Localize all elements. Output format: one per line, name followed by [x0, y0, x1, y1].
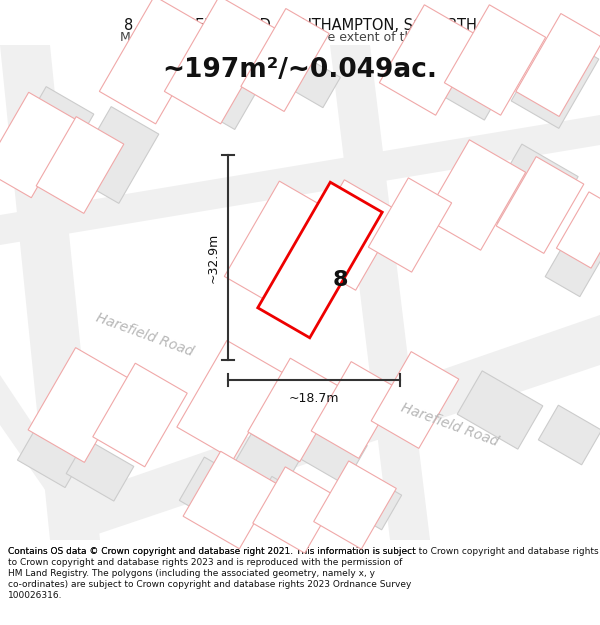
Polygon shape	[241, 9, 329, 111]
Text: Harefield Road: Harefield Road	[94, 311, 196, 359]
Polygon shape	[457, 371, 543, 449]
Text: ~18.7m: ~18.7m	[289, 391, 339, 404]
Polygon shape	[248, 358, 342, 462]
Polygon shape	[177, 341, 283, 459]
Text: 8, HAREFIELD ROAD, SOUTHAMPTON, SO17 3TH: 8, HAREFIELD ROAD, SOUTHAMPTON, SO17 3TH	[124, 18, 476, 33]
Text: Harefield Road: Harefield Road	[400, 401, 500, 449]
Polygon shape	[17, 412, 92, 488]
Polygon shape	[280, 52, 340, 107]
Text: to Crown copyright and database rights 2023 and is reproduced with the permissio: to Crown copyright and database rights 2…	[8, 558, 403, 567]
Polygon shape	[224, 181, 335, 309]
Polygon shape	[71, 107, 159, 203]
Polygon shape	[0, 315, 600, 540]
Polygon shape	[231, 434, 299, 496]
Polygon shape	[93, 363, 187, 467]
Polygon shape	[511, 32, 599, 128]
Polygon shape	[299, 180, 401, 290]
Polygon shape	[428, 40, 512, 120]
Polygon shape	[379, 5, 481, 115]
Text: Contains OS data © Crown copyright and database right 2021. This information is : Contains OS data © Crown copyright and d…	[8, 547, 416, 556]
Polygon shape	[36, 117, 124, 213]
Polygon shape	[0, 115, 600, 245]
Polygon shape	[338, 470, 401, 530]
Text: ~32.9m: ~32.9m	[206, 232, 220, 282]
Polygon shape	[556, 192, 600, 268]
Polygon shape	[371, 352, 459, 448]
Text: ~197m²/~0.049ac.: ~197m²/~0.049ac.	[163, 57, 437, 83]
Polygon shape	[330, 45, 430, 540]
Polygon shape	[538, 405, 600, 465]
Polygon shape	[66, 439, 134, 501]
Polygon shape	[311, 362, 399, 458]
Polygon shape	[253, 467, 337, 553]
Polygon shape	[368, 178, 452, 272]
Polygon shape	[183, 451, 277, 549]
Polygon shape	[545, 233, 600, 297]
Polygon shape	[179, 457, 260, 533]
Polygon shape	[0, 45, 100, 540]
Polygon shape	[496, 157, 584, 253]
Polygon shape	[445, 5, 545, 115]
Polygon shape	[314, 461, 397, 549]
Text: HM Land Registry. The polygons (including the associated geometry, namely x, y: HM Land Registry. The polygons (includin…	[8, 569, 375, 578]
Polygon shape	[252, 476, 328, 544]
Polygon shape	[516, 14, 600, 116]
Polygon shape	[100, 0, 211, 124]
Polygon shape	[0, 92, 76, 198]
Polygon shape	[258, 182, 382, 338]
Polygon shape	[28, 348, 132, 462]
Polygon shape	[183, 61, 257, 129]
Polygon shape	[293, 416, 367, 484]
Text: 8: 8	[332, 270, 348, 290]
Polygon shape	[164, 0, 275, 124]
Polygon shape	[424, 140, 526, 250]
Text: Contains OS data © Crown copyright and database right 2021. This information is : Contains OS data © Crown copyright and d…	[8, 547, 600, 556]
Polygon shape	[6, 87, 94, 183]
Text: Map shows position and indicative extent of the property.: Map shows position and indicative extent…	[120, 31, 480, 44]
Text: co-ordinates) are subject to Crown copyright and database rights 2023 Ordnance S: co-ordinates) are subject to Crown copyr…	[8, 580, 412, 589]
Text: 100026316.: 100026316.	[8, 591, 62, 600]
Polygon shape	[482, 144, 578, 246]
